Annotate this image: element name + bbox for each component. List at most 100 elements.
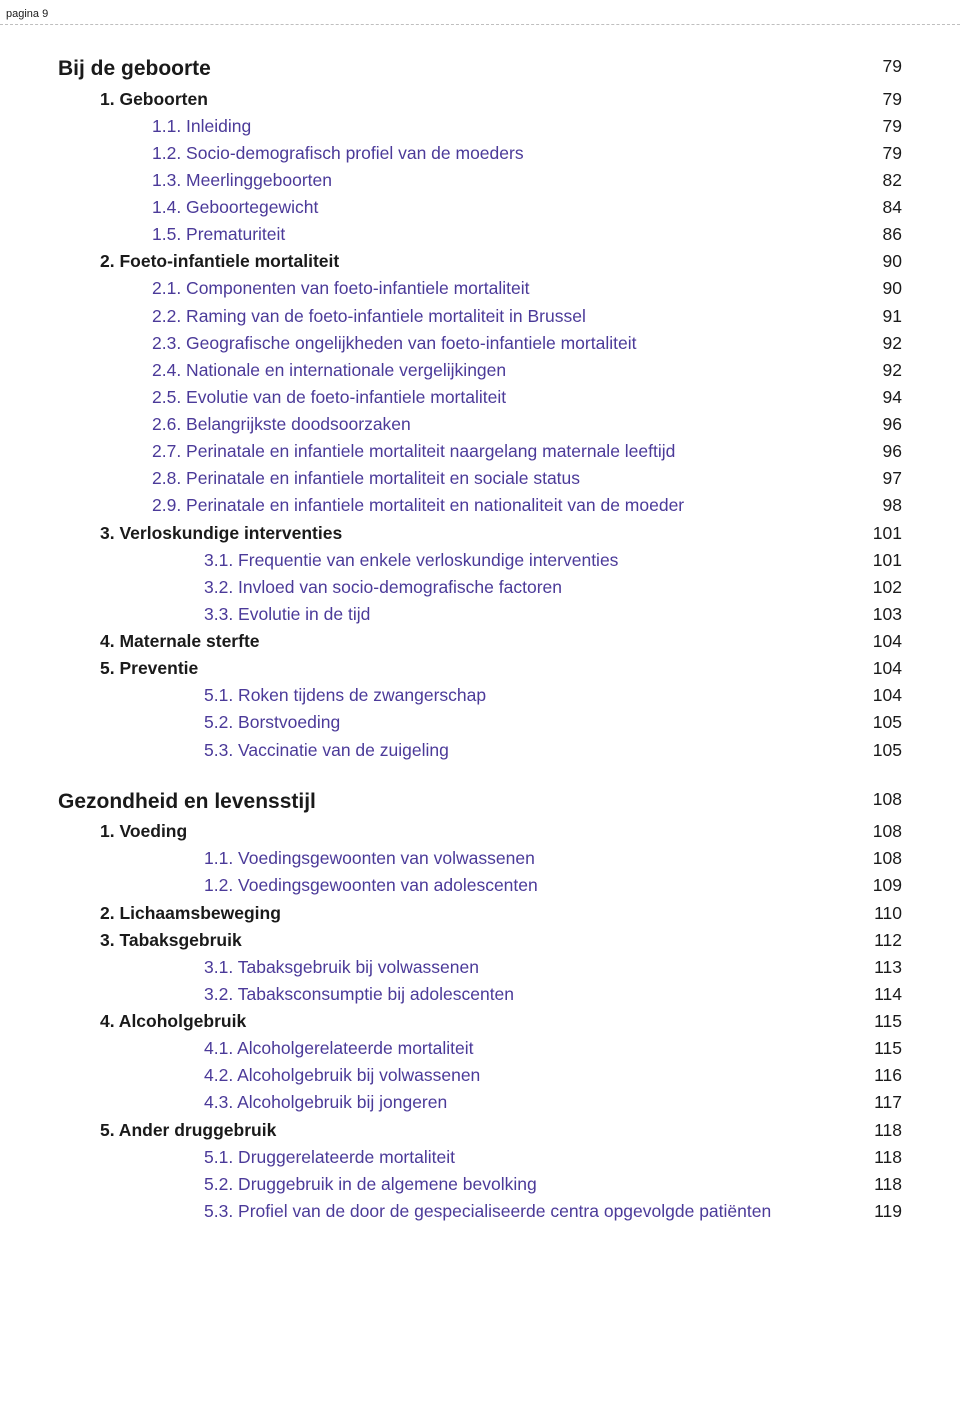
toc-item-label: 3.1. Tabaksgebruik bij volwassenen [204,954,862,981]
toc-item-label: 5.1. Druggerelateerde mortaliteit [204,1144,862,1171]
toc-item-page: 84 [862,194,902,221]
toc-item-page: 86 [862,221,902,248]
toc-item-page: 113 [862,954,902,981]
toc-item: 1.4. Geboortegewicht84 [58,194,902,221]
toc-section: 1. Voeding108 [58,818,902,845]
toc-item: 2.1. Componenten van foeto-infantiele mo… [58,275,902,302]
toc-item-label: 2.8. Perinatale en infantiele mortalitei… [152,465,862,492]
toc-item: 5.2. Borstvoeding105 [58,709,902,736]
toc-section: 2. Lichaamsbeweging110 [58,900,902,927]
toc-section-title: 4. Alcoholgebruik [100,1008,862,1035]
toc-item: 3.2. Invloed van socio-demografische fac… [58,574,902,601]
toc-item: 2.5. Evolutie van de foeto-infantiele mo… [58,384,902,411]
toc-item-label: 5.2. Druggebruik in de algemene bevolkin… [204,1171,862,1198]
toc-item-label: 3.3. Evolutie in de tijd [204,601,862,628]
toc-section-page: 115 [862,1008,902,1035]
toc-chapter-page: 108 [862,786,902,813]
toc-item-label: 2.1. Componenten van foeto-infantiele mo… [152,275,862,302]
toc-section-page: 118 [862,1117,902,1144]
toc-item: 1.5. Prematuriteit86 [58,221,902,248]
toc-item: 3.2. Tabaksconsumptie bij adolescenten11… [58,981,902,1008]
toc-item-page: 103 [862,601,902,628]
toc-item: 2.6. Belangrijkste doodsoorzaken96 [58,411,902,438]
toc-section-title: 3. Tabaksgebruik [100,927,862,954]
toc-item: 5.1. Druggerelateerde mortaliteit118 [58,1144,902,1171]
page-divider [0,24,960,25]
toc-item: 2.4. Nationale en internationale vergeli… [58,357,902,384]
toc-item-label: 1.3. Meerlinggeboorten [152,167,862,194]
toc-item: 4.1. Alcoholgerelateerde mortaliteit115 [58,1035,902,1062]
toc-item-page: 117 [862,1089,902,1116]
toc-item: 4.2. Alcoholgebruik bij volwassenen116 [58,1062,902,1089]
toc-item-label: 1.2. Voedingsgewoonten van adolescenten [204,872,862,899]
toc-item: 1.3. Meerlinggeboorten82 [58,167,902,194]
toc-item-page: 105 [862,709,902,736]
toc-item-page: 94 [862,384,902,411]
toc-item-label: 4.3. Alcoholgebruik bij jongeren [204,1089,862,1116]
toc-item: 2.2. Raming van de foeto-infantiele mort… [58,303,902,330]
toc-item: 5.2. Druggebruik in de algemene bevolkin… [58,1171,902,1198]
toc-section: 5. Preventie104 [58,655,902,682]
toc-item-label: 5.2. Borstvoeding [204,709,862,736]
toc-item-page: 118 [862,1171,902,1198]
toc-item-page: 79 [862,140,902,167]
toc-section-page: 104 [862,655,902,682]
toc-item-page: 109 [862,872,902,899]
toc-item-page: 105 [862,737,902,764]
toc-item: 1.2. Socio-demografisch profiel van de m… [58,140,902,167]
toc-item-page: 98 [862,492,902,519]
toc-item-label: 1.1. Inleiding [152,113,862,140]
toc-item-label: 3.2. Tabaksconsumptie bij adolescenten [204,981,862,1008]
toc-section-title: 2. Lichaamsbeweging [100,900,862,927]
toc-item: 2.3. Geografische ongelijkheden van foet… [58,330,902,357]
toc-item-page: 92 [862,330,902,357]
toc-item: 3.1. Frequentie van enkele verloskundige… [58,547,902,574]
toc-section-title: 3. Verloskundige interventies [100,520,862,547]
toc-item: 1.1. Inleiding79 [58,113,902,140]
toc-item-page: 96 [862,411,902,438]
toc-item-page: 119 [862,1198,902,1225]
toc-item: 5.3. Vaccinatie van de zuigeling105 [58,737,902,764]
toc-item-label: 5.1. Roken tijdens de zwangerschap [204,682,862,709]
toc-item-label: 2.4. Nationale en internationale vergeli… [152,357,862,384]
toc-section-title: 1. Geboorten [100,86,862,113]
toc-section: 3. Verloskundige interventies101 [58,520,902,547]
toc-item-label: 2.2. Raming van de foeto-infantiele mort… [152,303,862,330]
toc-item-label: 1.4. Geboortegewicht [152,194,862,221]
toc-section-page: 90 [862,248,902,275]
toc-item-page: 104 [862,682,902,709]
toc-section: 5. Ander druggebruik118 [58,1117,902,1144]
toc-item-label: 2.9. Perinatale en infantiele mortalitei… [152,492,862,519]
toc-item-page: 116 [862,1062,902,1089]
toc-chapter-title: Bij de geboorte [58,53,862,86]
toc-item-label: 1.2. Socio-demografisch profiel van de m… [152,140,862,167]
toc-section: 2. Foeto-infantiele mortaliteit90 [58,248,902,275]
toc-item-page: 96 [862,438,902,465]
toc-chapter: Bij de geboorte79 [58,53,902,86]
toc-section-title: 4. Maternale sterfte [100,628,862,655]
toc-item-label: 4.2. Alcoholgebruik bij volwassenen [204,1062,862,1089]
page-header: pagina 9 [0,0,960,24]
toc-section-title: 5. Preventie [100,655,862,682]
toc-section-page: 108 [862,818,902,845]
toc-section: 4. Alcoholgebruik115 [58,1008,902,1035]
toc-section: 1. Geboorten79 [58,86,902,113]
toc-item-page: 101 [862,547,902,574]
toc-item: 3.3. Evolutie in de tijd103 [58,601,902,628]
toc-item: 1.1. Voedingsgewoonten van volwassenen10… [58,845,902,872]
toc-item: 5.1. Roken tijdens de zwangerschap104 [58,682,902,709]
toc-item-label: 5.3. Profiel van de door de gespecialise… [204,1198,862,1225]
toc-item-page: 97 [862,465,902,492]
toc-section-page: 110 [862,900,902,927]
toc-item: 2.9. Perinatale en infantiele mortalitei… [58,492,902,519]
toc-item-label: 1.1. Voedingsgewoonten van volwassenen [204,845,862,872]
toc-chapter-title: Gezondheid en levensstijl [58,786,862,819]
toc-section-title: 5. Ander druggebruik [100,1117,862,1144]
toc-item-page: 118 [862,1144,902,1171]
toc-item: 4.3. Alcoholgebruik bij jongeren117 [58,1089,902,1116]
toc-item-label: 2.3. Geografische ongelijkheden van foet… [152,330,862,357]
toc-item-label: 1.5. Prematuriteit [152,221,862,248]
toc-item-page: 108 [862,845,902,872]
toc-item-label: 3.1. Frequentie van enkele verloskundige… [204,547,862,574]
toc-section: 4. Maternale sterfte104 [58,628,902,655]
